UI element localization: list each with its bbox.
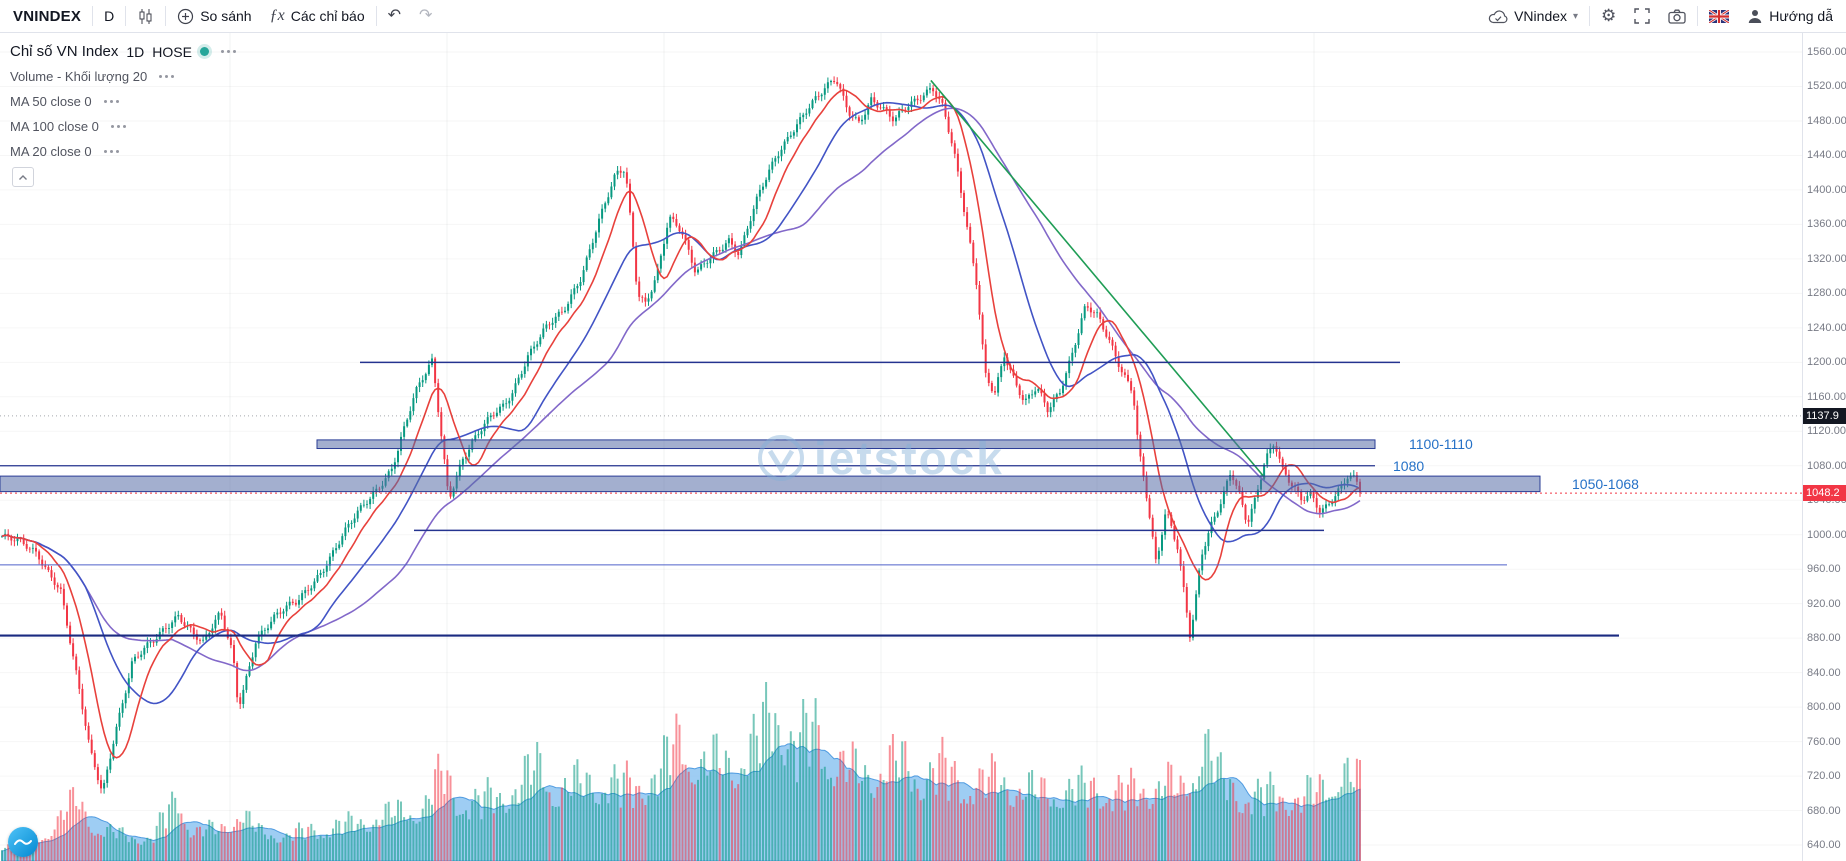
price-tick: 760.00 — [1807, 735, 1841, 748]
top-toolbar: VNINDEX D So sánh ƒx Các chỉ báo — [0, 0, 1846, 33]
screenshot-button[interactable] — [1659, 0, 1695, 32]
wave-icon — [14, 839, 32, 845]
price-tick: 680.00 — [1807, 804, 1841, 817]
price-level-badge: 1137.9 — [1803, 407, 1846, 424]
chart-type-button[interactable] — [128, 0, 163, 32]
ma100-indicator-label: MA 100 close 0 — [10, 119, 99, 134]
symbol-button[interactable]: VNINDEX — [13, 7, 82, 25]
layout-name: VNindex — [1514, 8, 1568, 24]
cloud-save-icon — [1488, 9, 1508, 23]
price-axis[interactable]: 1137.9 1048.2 1560.00 1520.00 1480.00 1440.… — [1802, 33, 1846, 861]
legend-interval: 1D — [126, 43, 145, 60]
price-tick: 1320.00 — [1807, 252, 1846, 265]
camera-icon — [1668, 9, 1686, 24]
ma20-indicator-label: MA 20 close 0 — [10, 144, 92, 159]
compare-label: So sánh — [200, 8, 252, 24]
price-tick: 960.00 — [1807, 563, 1841, 576]
price-tick: 1080.00 — [1807, 459, 1846, 472]
legend-main-row[interactable]: Chỉ số VN Index 1D HOSE — [10, 39, 236, 64]
line-label[interactable]: 1080 — [1393, 457, 1425, 474]
legend-ma20-row[interactable]: MA 20 close 0 — [10, 139, 236, 164]
legend-ma50-row[interactable]: MA 50 close 0 — [10, 89, 236, 114]
price-tick: 1160.00 — [1807, 390, 1846, 403]
price-tick: 1120.00 — [1807, 425, 1846, 438]
price-tick: 1280.00 — [1807, 287, 1846, 300]
guide-label: Hướng dẫ — [1769, 8, 1833, 24]
account-button[interactable]: Hướng dẫ — [1738, 0, 1842, 32]
price-tick: 1200.00 — [1807, 356, 1846, 369]
compare-button[interactable]: So sánh — [168, 0, 260, 32]
price-chart-canvas[interactable] — [0, 33, 1802, 861]
volume-more-menu[interactable] — [159, 75, 175, 78]
toolbar-divider — [125, 6, 127, 26]
toolbar-divider — [92, 6, 94, 26]
ma100-more-menu[interactable] — [110, 125, 126, 128]
chart-area: Chỉ số VN Index 1D HOSE Volume - Khối lư… — [0, 33, 1846, 861]
price-tick: 840.00 — [1807, 666, 1841, 679]
price-tick: 1520.00 — [1807, 80, 1846, 93]
fullscreen-button[interactable] — [1625, 0, 1659, 32]
cloud-layout-button[interactable]: VNindex ▾ — [1479, 0, 1587, 32]
price-tick: 1560.00 — [1807, 46, 1846, 58]
ma50-indicator-label: MA 50 close 0 — [10, 94, 92, 109]
toolbar-divider — [1589, 6, 1591, 26]
price-tick: 1360.00 — [1807, 218, 1846, 231]
price-tick: 1240.00 — [1807, 321, 1846, 334]
vietstock-bubble-logo — [8, 827, 38, 857]
indicators-button[interactable]: ƒx Các chỉ báo — [261, 0, 374, 32]
price-tick: 1480.00 — [1807, 114, 1846, 127]
toolbar-divider — [375, 6, 377, 26]
price-tick: 640.00 — [1807, 839, 1841, 852]
zone-label[interactable]: 1050-1068 — [1572, 475, 1639, 492]
price-tick: 1400.00 — [1807, 183, 1846, 196]
price-tick: 880.00 — [1807, 632, 1841, 645]
price-tick: 1000.00 — [1807, 528, 1846, 541]
symbol-description: Chỉ số VN Index — [10, 43, 119, 60]
interval-button[interactable]: D — [104, 8, 115, 24]
legend-volume-row[interactable]: Volume - Khối lượng 20 — [10, 64, 236, 89]
fullscreen-icon — [1634, 8, 1650, 24]
legend-more-menu[interactable] — [220, 50, 236, 53]
chevron-down-icon: ▾ — [1573, 10, 1579, 22]
ma20-more-menu[interactable] — [103, 150, 119, 153]
uk-flag-icon — [1709, 9, 1730, 23]
ma50-more-menu[interactable] — [103, 100, 119, 103]
price-tick: 1440.00 — [1807, 149, 1846, 162]
toolbar-left: VNINDEX D So sánh ƒx Các chỉ báo — [4, 0, 441, 32]
settings-button[interactable]: ⚙ — [1601, 6, 1617, 25]
last-price-badge: 1048.2 — [1803, 485, 1846, 502]
legend-collapse-button[interactable] — [12, 167, 34, 187]
redo-button[interactable]: ↷ — [419, 7, 433, 24]
price-tick: 800.00 — [1807, 701, 1841, 714]
fx-icon: ƒx — [269, 7, 285, 24]
indicators-label: Các chỉ báo — [290, 8, 365, 24]
toolbar-divider — [1697, 6, 1699, 26]
user-icon — [1749, 10, 1762, 23]
circle-plus-icon — [178, 8, 194, 24]
price-tick: 720.00 — [1807, 770, 1841, 783]
legend-exchange: HOSE — [152, 43, 192, 60]
chart-legend: Chỉ số VN Index 1D HOSE Volume - Khối lư… — [10, 39, 236, 164]
chevron-up-icon — [19, 174, 27, 180]
undo-button[interactable]: ↶ — [387, 7, 402, 24]
volume-indicator-label: Volume - Khối lượng 20 — [10, 69, 148, 84]
market-status-dot — [199, 47, 209, 56]
legend-ma100-row[interactable]: MA 100 close 0 — [10, 114, 236, 139]
zone-label[interactable]: 1100-1110 — [1409, 436, 1473, 453]
language-button[interactable] — [1700, 0, 1738, 32]
price-tick: 920.00 — [1807, 597, 1841, 610]
toolbar-right: VNindex ▾ ⚙ — [1479, 0, 1842, 32]
toolbar-divider — [165, 6, 167, 26]
candlestick-icon — [139, 8, 152, 24]
